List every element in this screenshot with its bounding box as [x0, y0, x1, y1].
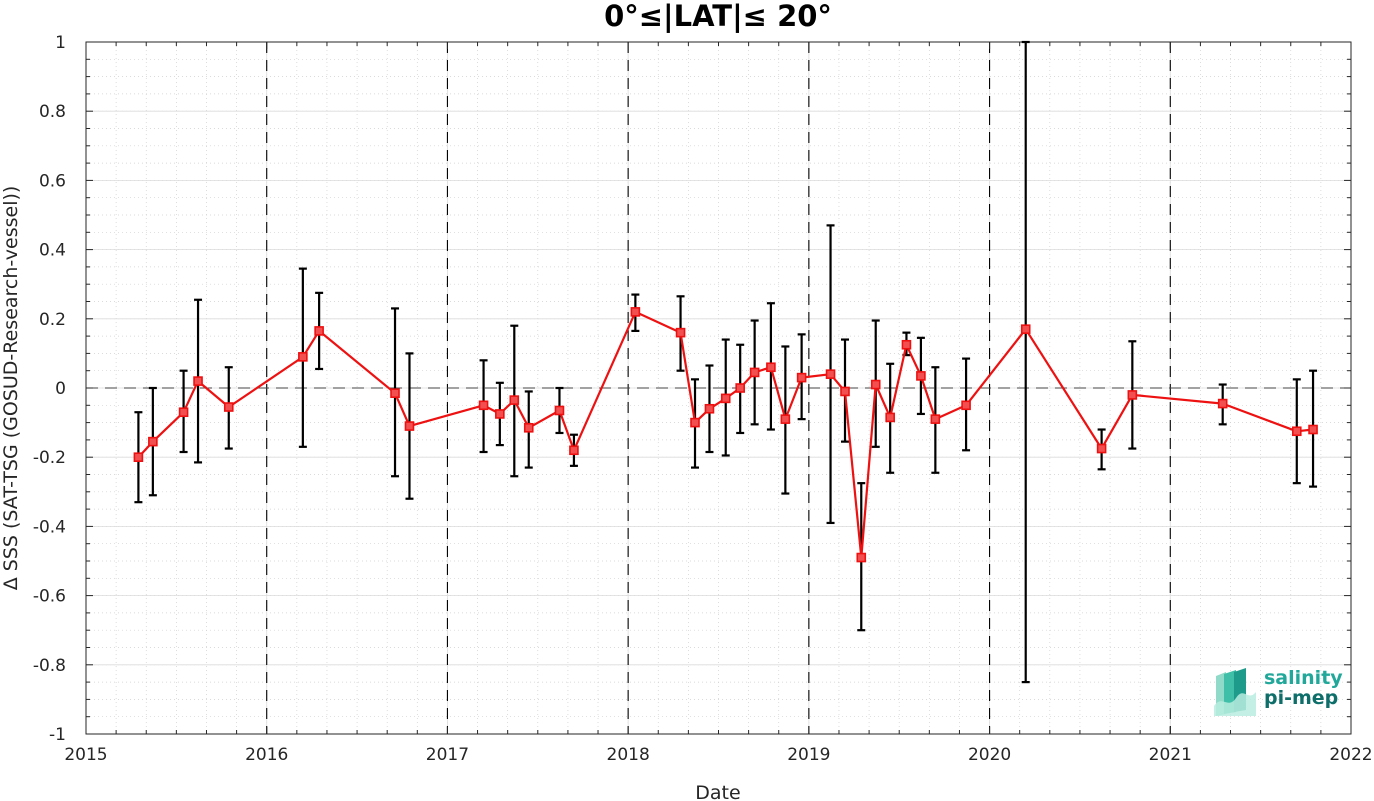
x-tick-label: 2018 — [607, 745, 650, 765]
y-tick-label: -0.4 — [33, 517, 66, 537]
data-point-marker — [630, 307, 641, 317]
y-axis-tick-labels: 1 0.8 0.6 0.4 0.2 0 -0.2 -0.4 -0.6 -0.8 -1 — [33, 33, 66, 745]
data-point-marker — [885, 412, 895, 423]
data-point-marker — [1020, 324, 1031, 334]
error-bars — [134, 40, 1318, 684]
data-point-marker — [1291, 426, 1302, 437]
y-tick-label: -0.6 — [33, 587, 66, 607]
data-point-marker — [690, 417, 700, 428]
data-point-marker — [916, 371, 926, 381]
data-point-marker — [298, 352, 308, 362]
logo-text-salinity: salinity — [1264, 667, 1343, 689]
data-point-marker — [901, 339, 912, 350]
data-point-marker — [780, 414, 791, 424]
series-markers — [133, 307, 1318, 563]
x-tick-label: 2020 — [968, 745, 1011, 765]
x-axis-tick-labels: 2015 2016 2017 2018 2019 2020 2021 2022 — [64, 745, 1372, 765]
y-axis-title: Δ SSS (SAT-TSG (GOSUD-Research-vessel)) — [0, 186, 22, 591]
data-point-marker — [749, 367, 760, 378]
series-line — [137, 310, 1314, 559]
reference-lines — [86, 42, 1351, 734]
y-tick-label: 0.2 — [39, 310, 66, 330]
y-tick-label: 0.4 — [39, 241, 66, 261]
x-tick-label: 2021 — [1149, 745, 1192, 765]
x-tick-label: 2017 — [426, 745, 469, 765]
data-point-marker — [193, 376, 203, 386]
axis-ticks — [85, 41, 1352, 735]
y-tick-label: -0.2 — [33, 448, 66, 468]
x-tick-label: 2015 — [64, 745, 107, 765]
data-point-marker — [404, 421, 415, 431]
data-point-marker — [133, 452, 144, 463]
data-point-marker — [148, 436, 158, 447]
grid — [85, 41, 1352, 735]
data-point-marker — [223, 402, 234, 412]
y-tick-label: 0.8 — [39, 102, 66, 122]
data-point-marker — [704, 403, 715, 414]
data-point-marker — [1096, 443, 1107, 454]
y-tick-label: -0.8 — [33, 656, 66, 676]
y-tick-label: 0.6 — [39, 171, 66, 191]
data-point-marker — [554, 405, 565, 416]
y-tick-label: -1 — [49, 725, 66, 745]
chart-title: 0°≤|LAT|≤ 20° — [604, 0, 832, 33]
data-point-marker — [314, 326, 324, 336]
data-point-marker — [825, 369, 836, 379]
data-point-marker — [1217, 398, 1228, 409]
salinity-pi-mep-logo: salinity pi-mep — [1212, 666, 1343, 718]
data-point-marker — [478, 400, 489, 411]
data-point-marker — [509, 395, 520, 405]
data-point-marker — [1308, 424, 1318, 435]
x-axis-title: Date — [695, 782, 740, 801]
data-point-marker — [390, 388, 400, 398]
data-point-marker — [870, 379, 881, 390]
data-point-marker — [675, 327, 686, 338]
data-point-marker — [523, 422, 534, 433]
data-point-marker — [1127, 390, 1138, 400]
data-point-marker — [766, 362, 776, 373]
y-tick-label: 0 — [55, 379, 66, 399]
data-point-marker — [720, 393, 731, 404]
x-tick-label: 2016 — [245, 745, 288, 765]
x-tick-label: 2019 — [787, 745, 830, 765]
data-point-marker — [856, 552, 867, 563]
data-point-marker — [569, 445, 579, 456]
data-point-marker — [930, 414, 941, 424]
data-point-marker — [178, 407, 189, 418]
data-point-marker — [735, 383, 745, 393]
logo-text-pi-mep: pi-mep — [1264, 687, 1339, 709]
data-point-marker — [961, 400, 971, 411]
data-point-marker — [796, 372, 807, 383]
y-tick-label: 1 — [55, 33, 66, 53]
data-point-marker — [495, 409, 505, 419]
salinity-wave-icon — [1214, 668, 1256, 716]
data-point-marker — [840, 386, 850, 397]
x-tick-label: 2022 — [1329, 745, 1372, 765]
